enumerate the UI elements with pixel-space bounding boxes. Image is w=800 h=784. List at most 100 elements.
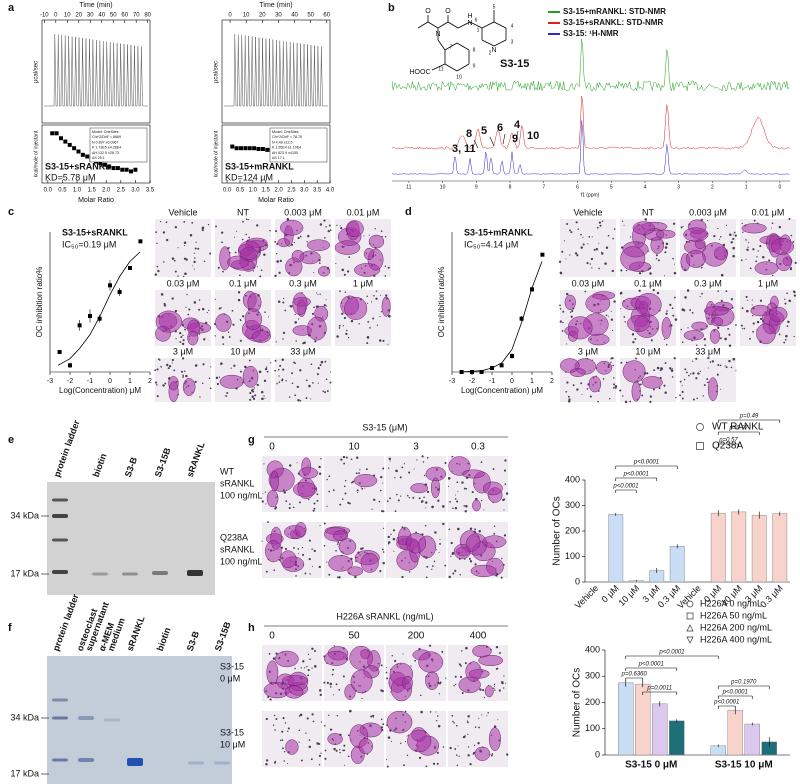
cell-dot xyxy=(237,291,241,294)
cell-dot xyxy=(635,357,637,360)
cell-dot xyxy=(741,222,743,225)
lane-label: S3-B xyxy=(185,629,202,652)
cell-dot xyxy=(663,338,666,341)
cell-dot xyxy=(199,396,201,398)
bond xyxy=(469,21,483,29)
cell-dot xyxy=(442,505,445,508)
fit-parameter: ΔS 17.1 xyxy=(272,156,285,160)
cell-dot xyxy=(216,382,219,386)
cell-dot xyxy=(467,754,470,757)
legend-marker xyxy=(686,636,694,644)
cell-dot xyxy=(313,549,316,553)
image-label: 0.1 μM xyxy=(634,278,662,288)
cell-dot xyxy=(663,384,666,387)
cell-dot xyxy=(784,302,787,305)
bar xyxy=(669,546,685,583)
cell-dot xyxy=(284,547,288,551)
osteoclast xyxy=(468,669,490,679)
cell-dot xyxy=(338,688,341,691)
gel-band xyxy=(52,538,68,542)
cell-dot xyxy=(309,573,311,575)
osteoclast xyxy=(347,566,364,576)
cell-dot xyxy=(703,338,706,341)
cell-dot xyxy=(390,740,393,742)
image-label: 0.003 μM xyxy=(284,207,322,217)
cell-dot xyxy=(360,486,362,488)
y-tick-label: 400 xyxy=(585,644,600,654)
cell-dot xyxy=(322,390,325,393)
cell-dot xyxy=(342,675,345,678)
cell-dot xyxy=(442,522,445,526)
p-value: p<0.0001 xyxy=(633,460,659,466)
cell-dot xyxy=(305,732,307,734)
cell-dot xyxy=(186,293,188,296)
cell-dot xyxy=(375,297,378,300)
cell-dot xyxy=(311,312,315,316)
bar xyxy=(727,710,743,756)
osteoclast xyxy=(242,365,259,388)
cell-dot xyxy=(378,339,382,342)
micrograph xyxy=(335,290,391,346)
cell-dot xyxy=(319,693,322,697)
cell-dot xyxy=(329,229,332,231)
cell-dot xyxy=(495,645,499,649)
cell-dot xyxy=(732,246,735,250)
cell-dot xyxy=(423,474,426,477)
cell-dot xyxy=(298,553,300,555)
cell-dot xyxy=(444,564,447,567)
cell-dot xyxy=(268,316,270,318)
bar xyxy=(710,512,726,583)
p-value: p=0.49 xyxy=(739,414,759,420)
cell-dot xyxy=(756,320,760,324)
top-x-tick-label: 0 xyxy=(228,13,232,19)
cell-dot xyxy=(343,744,346,747)
cell-dot xyxy=(382,339,385,342)
cell-dot xyxy=(220,307,222,309)
atom-label: H xyxy=(467,13,472,20)
cell-dot xyxy=(256,224,259,227)
osteoclast xyxy=(448,456,471,476)
cell-dot xyxy=(314,650,317,652)
cell-dot xyxy=(447,477,451,480)
y-axis-label: OC inhibition ratio% xyxy=(35,267,44,338)
osteoclast xyxy=(266,660,279,685)
osteoclast xyxy=(298,467,319,479)
cell-dot xyxy=(304,667,306,669)
cell-dot xyxy=(177,247,179,249)
lane-label: protein ladder xyxy=(52,418,82,478)
micrograph xyxy=(274,358,332,402)
cell-dot xyxy=(469,763,472,766)
cell-dot xyxy=(784,338,787,341)
cell-dot xyxy=(745,239,747,241)
cell-dot xyxy=(615,387,617,389)
cell-dot xyxy=(450,541,453,545)
cell-dot xyxy=(324,749,327,752)
cell-dot xyxy=(193,301,197,304)
cell-dot xyxy=(382,561,385,565)
cell-dot xyxy=(160,365,162,368)
integrated-frame xyxy=(41,124,151,184)
osteoclast xyxy=(279,550,297,568)
grid-title: H226A sRANKL (ng/mL) xyxy=(336,611,433,621)
y-axis-label: kcal/mole of injectant xyxy=(213,130,219,177)
cell-dot xyxy=(569,229,571,232)
osteoclast xyxy=(332,530,349,542)
bar xyxy=(608,514,624,583)
cell-dot xyxy=(367,320,370,323)
micrograph xyxy=(679,357,737,402)
cell-dot xyxy=(341,268,344,272)
osteoclast xyxy=(292,292,308,316)
cell-dot xyxy=(504,483,507,485)
cell-dot xyxy=(198,308,201,311)
cell-dot xyxy=(312,509,315,512)
cell-dot xyxy=(342,455,346,459)
cell-dot xyxy=(457,527,460,531)
cell-dot xyxy=(414,659,417,662)
cell-dot xyxy=(687,327,689,329)
annotation: S3-15+mRANKL xyxy=(464,227,533,237)
micrograph xyxy=(154,219,212,278)
cell-dot xyxy=(347,501,350,504)
osteoclast xyxy=(627,315,650,332)
cell-dot xyxy=(740,324,743,327)
cell-dot xyxy=(167,367,170,370)
